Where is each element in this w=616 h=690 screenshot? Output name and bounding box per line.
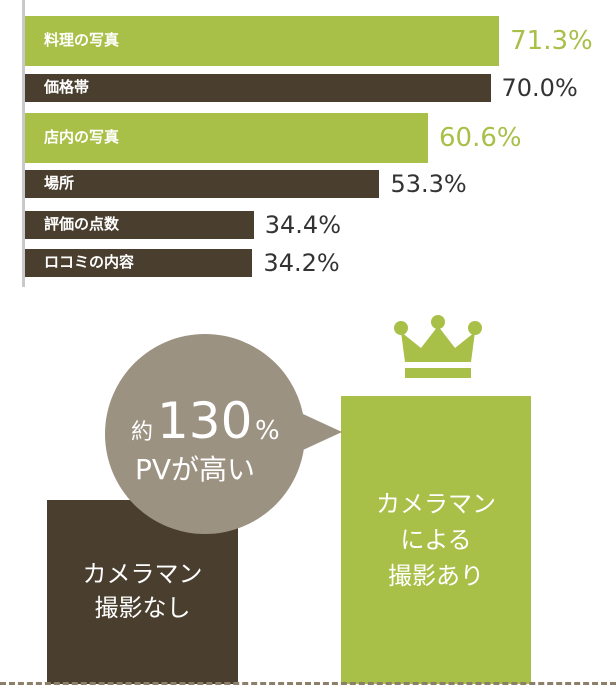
with-label-line3: 撮影あり: [388, 562, 484, 590]
bar-category-label: 料理の写真: [44, 31, 120, 49]
bar-value-label: 34.2%: [263, 249, 340, 277]
bar-category-label: 価格帯: [44, 78, 90, 96]
ground-line: [0, 682, 616, 685]
bubble-line2: PVが高い: [135, 453, 256, 486]
bar-value-label: 53.3%: [390, 170, 467, 198]
bubble-unit: %: [255, 416, 280, 446]
bar: [25, 211, 254, 239]
bar: [25, 74, 491, 102]
with-label-line1: カメラマン: [376, 490, 496, 518]
axis-line: [22, 0, 25, 287]
bar-category-label: 店内の写真: [44, 128, 120, 146]
bar: [25, 170, 380, 198]
with-photographer-box: カメラマン による 撮影あり: [341, 396, 531, 684]
without-label-line1: カメラマン: [82, 560, 203, 588]
bubble-number: 130: [157, 392, 253, 450]
pv-comparison: カメラマン 撮影なし カメラマン による 撮影あり 約 130 % PVが高い: [0, 300, 616, 690]
without-label-line2: 撮影なし: [94, 594, 191, 622]
with-label-line2: による: [400, 526, 472, 554]
bubble-prefix: 約: [131, 420, 154, 445]
bar-value-label: 34.4%: [264, 211, 341, 239]
bar-category-label: 場所: [44, 174, 75, 192]
crown-icon: [394, 315, 482, 378]
speech-bubble: 約 130 % PVが高い: [105, 334, 305, 534]
bar: [25, 249, 253, 277]
bar-value-label: 70.0%: [501, 74, 578, 102]
bar: [25, 16, 500, 66]
bar-chart: 料理の写真 71.3% 価格帯 70.0% 店内の写真 60.6% 場所 53.3% 評価の点数…: [0, 0, 616, 290]
bar-category-label: ロコミの内容: [44, 253, 135, 271]
bar-value-label: 71.3%: [510, 26, 593, 56]
bar-value-label: 60.6%: [438, 123, 522, 153]
bar: [25, 113, 428, 163]
bar-category-label: 評価の点数: [44, 215, 120, 233]
